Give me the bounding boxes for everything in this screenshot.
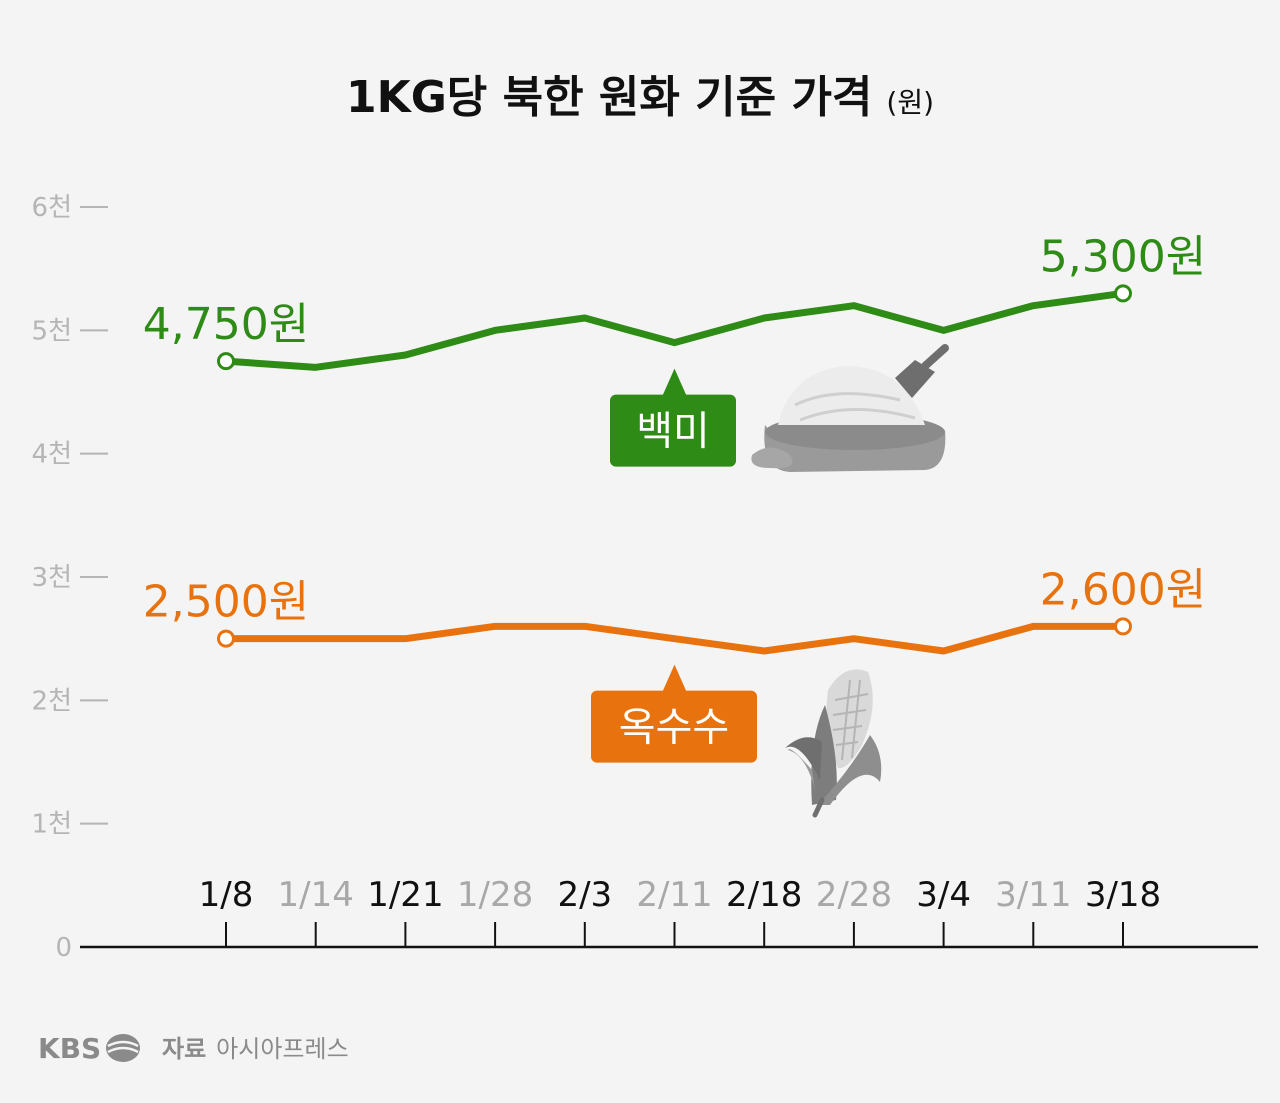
corn-icon <box>785 669 882 818</box>
footer: KBS 자료 아시아프레스 <box>38 1032 349 1065</box>
y-tick-label: 1천 <box>32 810 72 840</box>
kbs-logo-icon <box>106 1034 140 1062</box>
y-tick-label: 4천 <box>32 440 72 470</box>
data-point <box>1114 617 1132 636</box>
y-tick-label: 3천 <box>32 563 72 593</box>
x-tick-label: 3/11 <box>995 875 1071 915</box>
x-tick-label: 1/21 <box>367 875 443 915</box>
x-tick-label: 3/18 <box>1085 875 1161 915</box>
x-tick-label: 2/3 <box>557 875 612 915</box>
x-tick-label: 2/28 <box>816 875 892 915</box>
data-point <box>1114 284 1132 303</box>
callout-box <box>591 690 757 763</box>
rice-sack-icon <box>751 344 949 472</box>
series-rice: 4,750원 5,300원 <box>143 231 1206 371</box>
callout-pointer <box>662 664 687 692</box>
callout-label: 옥수수 <box>619 705 729 751</box>
series-line <box>222 622 1127 655</box>
y-tick-label: 2천 <box>32 686 72 716</box>
x-tick-label: 2/18 <box>726 875 802 915</box>
source-text: 아시아프레스 <box>216 1035 348 1063</box>
x-tick-label: 1/14 <box>278 875 354 915</box>
chart-title: 1KG당 북한 원화 기준 가격 (원) <box>346 72 934 123</box>
series-layer: 4,750원 5,300원 2,500원 2,600원 <box>143 231 1206 655</box>
callout-label: 백미 <box>636 409 710 455</box>
x-tick-label: 3/4 <box>916 875 971 915</box>
axes: 0 1천 2천 3천 4천 5천 6천 1/8 1/14 1/21 1/28 2/3 2/11 2/18 2… <box>32 193 1258 963</box>
x-tick-label: 1/8 <box>199 875 254 915</box>
series-corn: 2,500원 2,600원 <box>143 564 1206 655</box>
callout-pointer <box>662 368 687 396</box>
series-name-callout: 백미 <box>610 368 736 467</box>
callout-box <box>610 394 736 467</box>
series-line <box>222 289 1127 371</box>
data-point <box>217 629 235 648</box>
chart-title-text: 1KG당 북한 원화 기준 가격 <box>346 72 872 123</box>
data-label-start: 2,500원 <box>143 577 309 628</box>
series-name-callout: 옥수수 <box>591 664 757 763</box>
y-tick-label: 6천 <box>32 193 72 223</box>
kbs-logo-text: KBS <box>38 1032 101 1065</box>
data-point <box>217 352 235 371</box>
source-label: 자료 <box>162 1035 206 1063</box>
data-label-end: 2,600원 <box>1040 564 1206 615</box>
x-tick-label: 1/28 <box>457 875 533 915</box>
chart-unit: (원) <box>886 86 934 119</box>
source-line: 자료 아시아프레스 <box>162 1035 349 1063</box>
y-tick-label: 0 <box>55 933 72 963</box>
data-label-start: 4,750원 <box>143 299 309 350</box>
y-tick-label: 5천 <box>32 316 72 346</box>
data-label-end: 5,300원 <box>1040 231 1206 282</box>
x-tick-label: 2/11 <box>636 875 712 915</box>
